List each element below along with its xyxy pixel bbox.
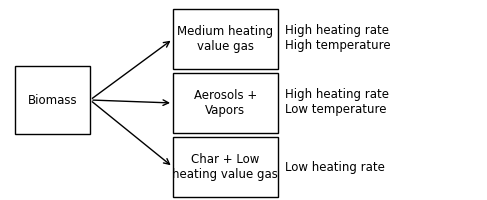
Text: High heating rate
High temperature: High heating rate High temperature [285, 24, 391, 52]
Text: Low heating rate: Low heating rate [285, 160, 385, 173]
Text: Medium heating
value gas: Medium heating value gas [177, 25, 273, 53]
Bar [173, 73, 278, 133]
Text: Aerosols +
Vapors: Aerosols + Vapors [194, 89, 257, 117]
Text: Biomass: Biomass [28, 94, 77, 106]
Text: High heating rate
Low temperature: High heating rate Low temperature [285, 88, 389, 116]
Bar [173, 9, 278, 69]
Bar [173, 137, 278, 197]
Bar [15, 66, 90, 134]
Text: Char + Low
heating value gas: Char + Low heating value gas [172, 153, 278, 181]
